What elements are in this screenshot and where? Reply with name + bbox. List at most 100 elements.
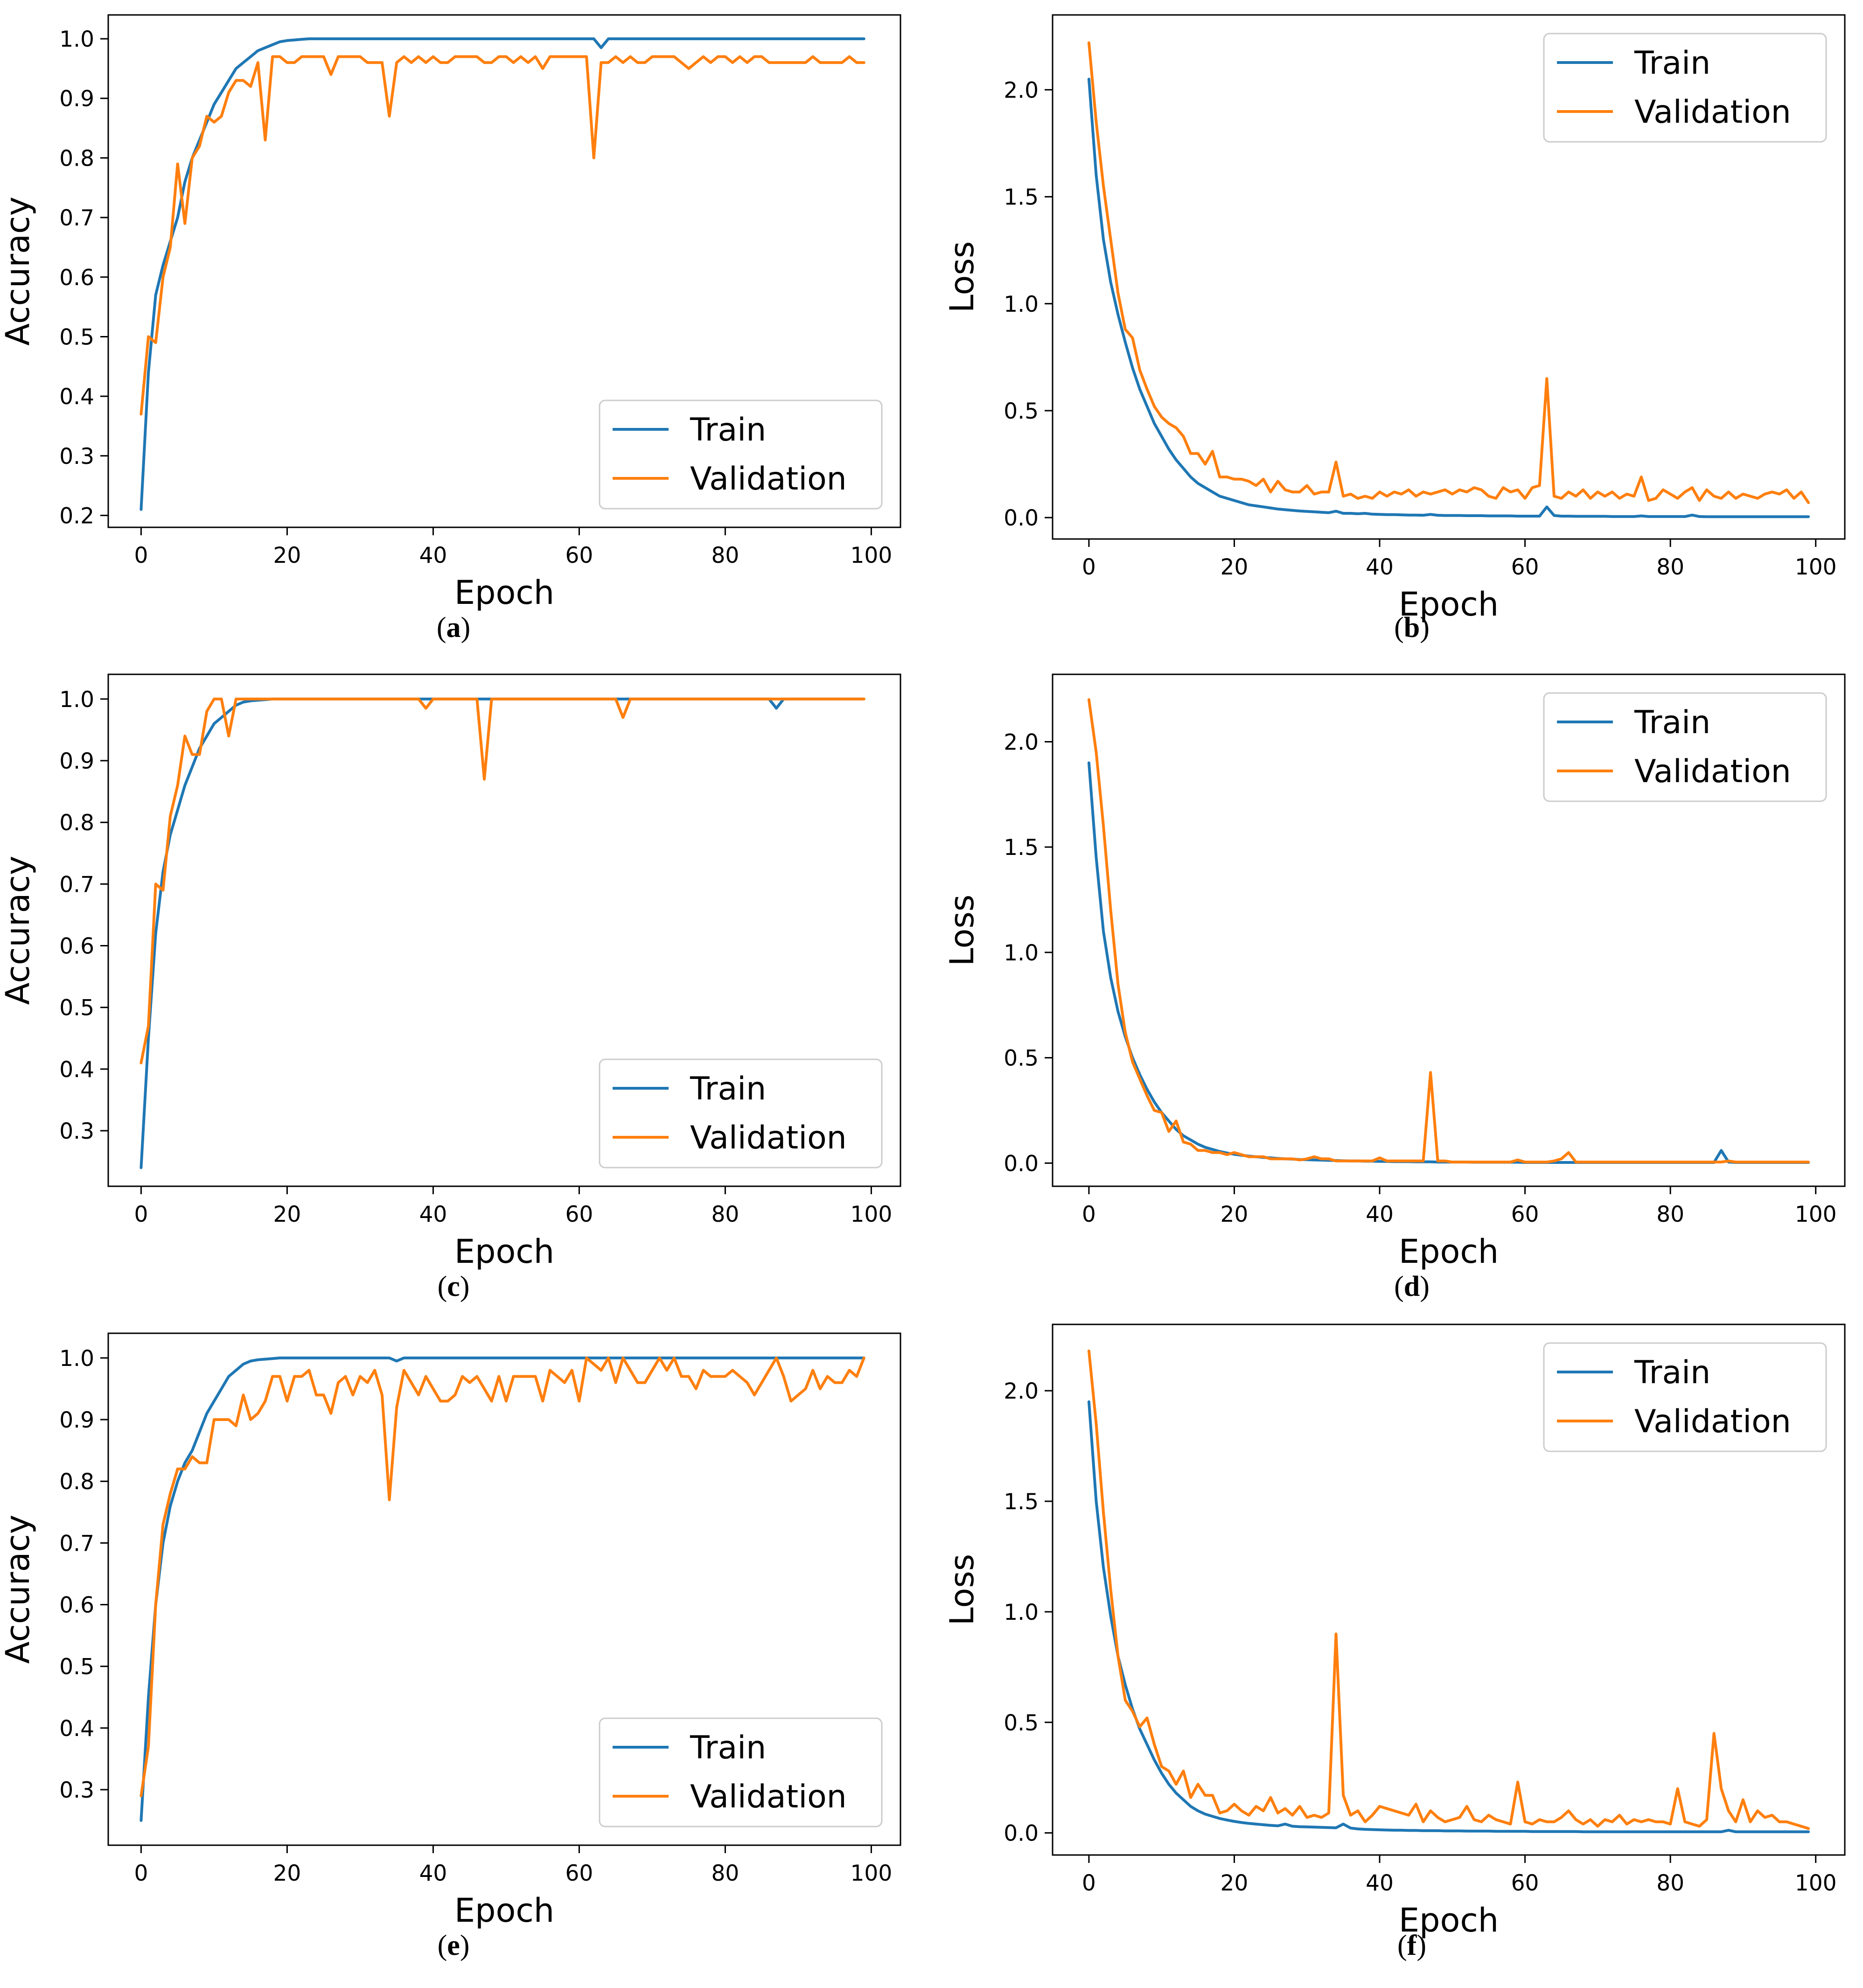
x-tick-label: 100 [1795, 1202, 1837, 1227]
y-tick-label: 0.5 [59, 1654, 94, 1680]
plot-frame [1052, 1323, 1846, 1856]
legend: Train Validation [1543, 692, 1827, 802]
legend-label-train: Train [690, 1729, 766, 1766]
x-tick-label: 40 [1366, 1202, 1394, 1227]
x-tick-label: 80 [711, 543, 739, 568]
legend-label-train: Train [1634, 1354, 1710, 1391]
legend-label-validation: Validation [690, 1120, 847, 1156]
legend: Train Validation [599, 1058, 883, 1169]
y-tick-label: 1.5 [1004, 1489, 1039, 1515]
legend-label-validation: Validation [690, 461, 847, 497]
legend: Train Validation [1543, 33, 1827, 143]
x-tick-label: 20 [1221, 1202, 1249, 1227]
caption-e: (e) [437, 1930, 470, 1961]
x-tick-label: 100 [851, 543, 893, 568]
x-tick-label: 80 [711, 1861, 739, 1886]
legend-box [1543, 1342, 1827, 1452]
x-tick-label: 100 [851, 1202, 893, 1227]
x-tick-label: 40 [419, 543, 447, 568]
y-tick-label: 0.0 [1004, 1151, 1039, 1176]
caption-f: (f) [1397, 1930, 1426, 1961]
legend-label-validation: Validation [1634, 753, 1791, 790]
caption-b: (b) [1394, 612, 1430, 644]
series-line-train [140, 1356, 865, 1822]
x-tick-label: 80 [1656, 1870, 1684, 1896]
y-axis-label: Loss [943, 895, 981, 966]
y-tick-label: 1.0 [59, 27, 94, 52]
y-tick-label: 0.0 [1004, 505, 1039, 531]
y-tick-label: 0.6 [59, 1593, 94, 1618]
y-tick-label: 0.5 [1004, 1710, 1039, 1736]
y-tick-label: 0.9 [59, 1407, 94, 1433]
legend-label-validation: Validation [690, 1778, 847, 1815]
series-line-validation [140, 1356, 865, 1798]
y-tick-label: 0.7 [59, 872, 94, 897]
x-tick-label: 0 [134, 1861, 148, 1886]
x-tick-label: 40 [1366, 554, 1394, 580]
x-tick-label: 20 [273, 1861, 301, 1886]
legend: Train Validation [599, 399, 883, 510]
y-tick-label: 0.3 [59, 444, 94, 469]
x-tick-label: 20 [1221, 1870, 1249, 1896]
y-tick-label: 0.5 [59, 324, 94, 350]
x-axis-label: Epoch [454, 574, 554, 612]
legend-box [1543, 692, 1827, 802]
x-tick-label: 80 [1656, 1202, 1684, 1227]
y-tick-label: 0.6 [59, 934, 94, 959]
y-tick-label: 1.0 [59, 1346, 94, 1372]
x-tick-label: 20 [273, 543, 301, 568]
chart-panel-a: 0 20 40 60 80 100 0.2 0.3 0.4 0.5 0.6 0.7 0.8 0.9 1.0 E… [0, 14, 901, 612]
legend-label-validation: Validation [1634, 94, 1791, 131]
x-tick-label: 0 [1082, 1870, 1096, 1896]
y-tick-label: 0.7 [59, 205, 94, 231]
y-tick-label: 0.4 [59, 384, 94, 410]
legend: Train Validation [1543, 1342, 1827, 1452]
y-tick-label: 1.0 [1004, 940, 1039, 966]
y-tick-label: 0.5 [1004, 399, 1039, 424]
series-line-train [1087, 1400, 1810, 1834]
x-tick-label: 60 [565, 543, 593, 568]
series-line-train [1087, 77, 1810, 518]
legend-box [599, 1058, 883, 1169]
plot-frame [1052, 673, 1846, 1187]
chart-panel-b: 0 20 40 60 80 100 0.0 0.5 1.0 1.5 2.0 Epoch Loss Trai… [943, 14, 1846, 623]
y-tick-label: 0.3 [59, 1119, 94, 1144]
x-tick-label: 40 [419, 1202, 447, 1227]
y-tick-label: 1.0 [59, 687, 94, 713]
x-tick-label: 100 [1795, 1870, 1837, 1896]
y-tick-label: 1.0 [1004, 1600, 1039, 1625]
y-tick-label: 0.8 [59, 810, 94, 836]
y-tick-label: 1.5 [1004, 185, 1039, 210]
x-tick-label: 100 [851, 1861, 893, 1886]
x-axis-label: Epoch [1399, 1901, 1499, 1939]
x-tick-label: 20 [1221, 554, 1249, 580]
x-tick-label: 0 [134, 543, 148, 568]
x-tick-label: 40 [419, 1861, 447, 1886]
legend-label-train: Train [1634, 704, 1710, 741]
legend-label-validation: Validation [1634, 1403, 1791, 1440]
y-tick-label: 0.4 [59, 1057, 94, 1083]
series-line-validation [1087, 1349, 1810, 1830]
x-tick-label: 100 [1795, 554, 1837, 580]
caption-c: (c) [437, 1271, 470, 1302]
y-tick-label: 0.4 [59, 1716, 94, 1742]
x-tick-label: 40 [1366, 1870, 1394, 1896]
legend: Train Validation [599, 1717, 883, 1827]
x-tick-label: 0 [134, 1202, 148, 1227]
y-axis-label: Accuracy [0, 196, 37, 346]
legend-label-train: Train [690, 412, 766, 448]
series-line-validation [1087, 41, 1810, 504]
legend-box [599, 399, 883, 510]
y-axis-label: Loss [943, 1554, 981, 1626]
series-line-validation [140, 697, 865, 1064]
y-tick-label: 0.8 [59, 146, 94, 171]
x-axis-label: Epoch [454, 1891, 554, 1930]
series-line-train [1087, 761, 1810, 1164]
x-tick-label: 0 [1082, 1202, 1096, 1227]
y-tick-label: 1.0 [1004, 292, 1039, 317]
plot-frame [107, 673, 901, 1187]
y-tick-label: 0.9 [59, 86, 94, 112]
x-axis-label: Epoch [454, 1232, 554, 1271]
